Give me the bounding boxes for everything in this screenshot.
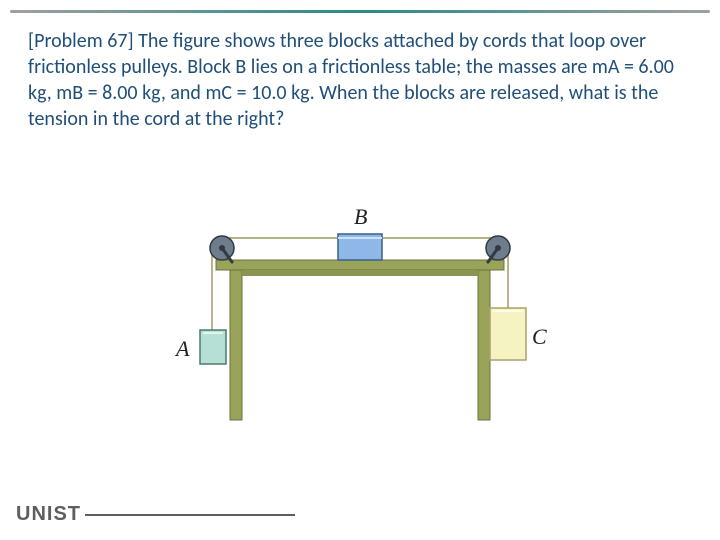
table-top [216,260,504,270]
logo-rule [85,514,295,516]
label-c: C [532,324,547,350]
block-a [200,330,226,364]
label-a: A [176,336,189,362]
table-apron [242,270,478,276]
problem-text: [Problem 67] The figure shows three bloc… [28,28,692,132]
table-leg-right [478,270,490,420]
physics-diagram: B A C [160,190,560,430]
pulley-left [210,236,234,262]
footer-logo: UNIST [16,503,295,526]
header-rule [10,10,710,13]
table-leg-left [230,270,242,420]
label-b: B [354,204,367,230]
pulley-right [486,236,510,262]
block-c [490,308,526,360]
logo-text: UNIST [16,503,81,525]
